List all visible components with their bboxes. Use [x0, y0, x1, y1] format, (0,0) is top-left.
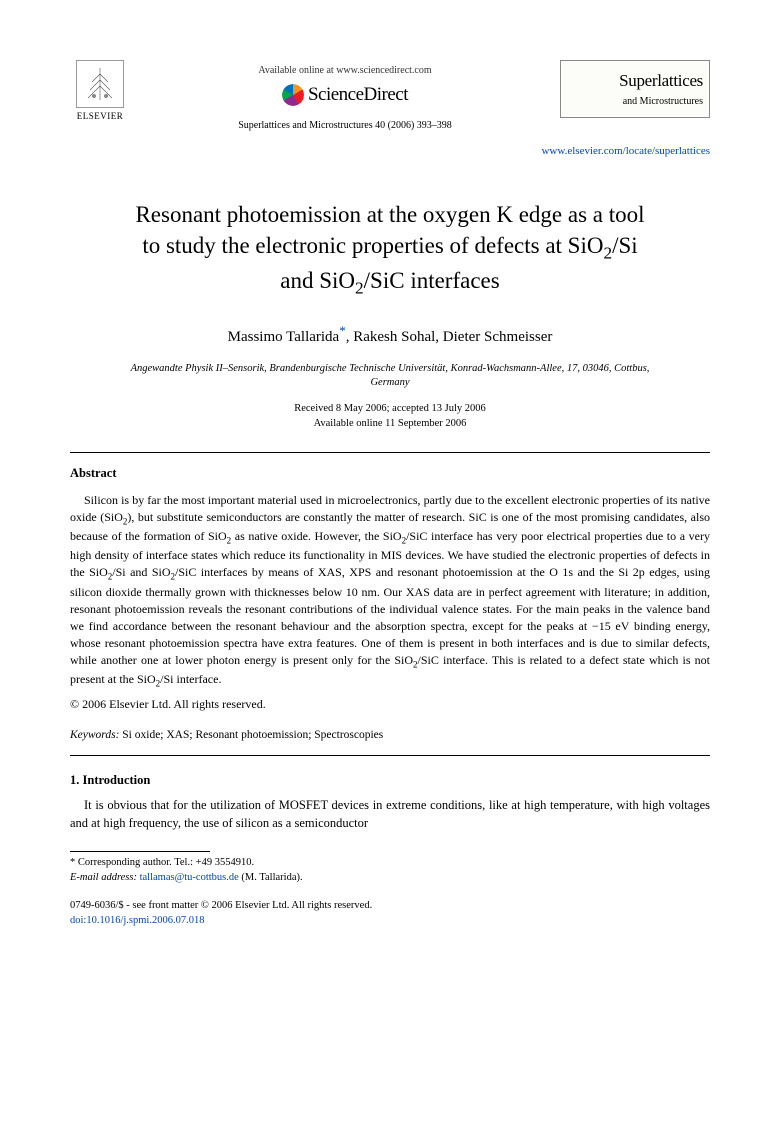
article-title: Resonant photoemission at the oxygen K e…	[80, 199, 700, 300]
intro-paragraph: It is obvious that for the utilization o…	[70, 797, 710, 833]
authors: Massimo Tallarida*, Rakesh Sohal, Dieter…	[70, 322, 710, 348]
doi-link[interactable]: doi:10.1016/j.spmi.2006.07.018	[70, 914, 710, 929]
affiliation: Angewandte Physik II–Sensorik, Brandenbu…	[110, 362, 670, 390]
publisher-label: ELSEVIER	[77, 110, 124, 123]
footer: 0749-6036/$ - see front matter © 2006 El…	[70, 899, 710, 928]
email-link[interactable]: tallamas@tu-cottbus.de	[140, 872, 239, 883]
footnote-corresponding: * Corresponding author. Tel.: +49 355491…	[70, 856, 710, 871]
author-3: Dieter Schmeisser	[443, 329, 553, 345]
citation-line: Superlattices and Microstructures 40 (20…	[130, 119, 560, 133]
author-1: Massimo Tallarida	[228, 329, 340, 345]
title-line3a: and SiO	[280, 268, 355, 293]
email-tail: (M. Tallarida).	[239, 872, 303, 883]
sciencedirect-logo: ScienceDirect	[130, 82, 560, 109]
section-heading-intro: 1. Introduction	[70, 772, 710, 790]
title-line3b: /SiC interfaces	[364, 268, 500, 293]
online-line: Available online 11 September 2006	[70, 417, 710, 432]
available-online-text: Available online at www.sciencedirect.co…	[130, 64, 560, 78]
title-line2a: to study the electronic properties of de…	[142, 233, 603, 258]
title-sub2b: 2	[355, 279, 364, 298]
publisher-logo: ELSEVIER	[70, 60, 130, 123]
email-label: E-mail address:	[70, 872, 137, 883]
corresponding-mark[interactable]: *	[339, 323, 346, 338]
elsevier-tree-icon	[76, 60, 124, 108]
title-line2b: /Si	[612, 233, 638, 258]
footnote-email: E-mail address: tallamas@tu-cottbus.de (…	[70, 871, 710, 886]
dates: Received 8 May 2006; accepted 13 July 20…	[70, 402, 710, 431]
keywords-label: Keywords:	[70, 729, 119, 741]
keywords: Keywords: Si oxide; XAS; Resonant photoe…	[70, 727, 710, 743]
front-matter: 0749-6036/$ - see front matter © 2006 El…	[70, 899, 710, 914]
header-center: Available online at www.sciencedirect.co…	[130, 60, 560, 133]
title-line1: Resonant photoemission at the oxygen K e…	[135, 202, 644, 227]
abstract-copyright: © 2006 Elsevier Ltd. All rights reserved…	[70, 696, 710, 713]
author-2: Rakesh Sohal	[353, 329, 435, 345]
journal-subtitle: and Microstructures	[567, 95, 703, 109]
footnote-rule	[70, 851, 210, 852]
sciencedirect-swirl-icon	[282, 84, 304, 106]
received-line: Received 8 May 2006; accepted 13 July 20…	[70, 402, 710, 417]
rule-bottom	[70, 755, 710, 756]
rule-top	[70, 452, 710, 453]
sciencedirect-text: ScienceDirect	[308, 82, 408, 109]
header: ELSEVIER Available online at www.science…	[70, 60, 710, 133]
journal-link-row: www.elsevier.com/locate/superlattices	[70, 141, 710, 159]
journal-cover: Superlattices and Microstructures	[560, 60, 710, 118]
journal-title: Superlattices	[567, 69, 703, 93]
abstract-body: Silicon is by far the most important mat…	[70, 492, 710, 690]
abstract-heading: Abstract	[70, 465, 710, 483]
journal-link[interactable]: www.elsevier.com/locate/superlattices	[541, 145, 710, 157]
title-sub2a: 2	[603, 244, 612, 263]
keywords-text: Si oxide; XAS; Resonant photoemission; S…	[119, 729, 383, 741]
